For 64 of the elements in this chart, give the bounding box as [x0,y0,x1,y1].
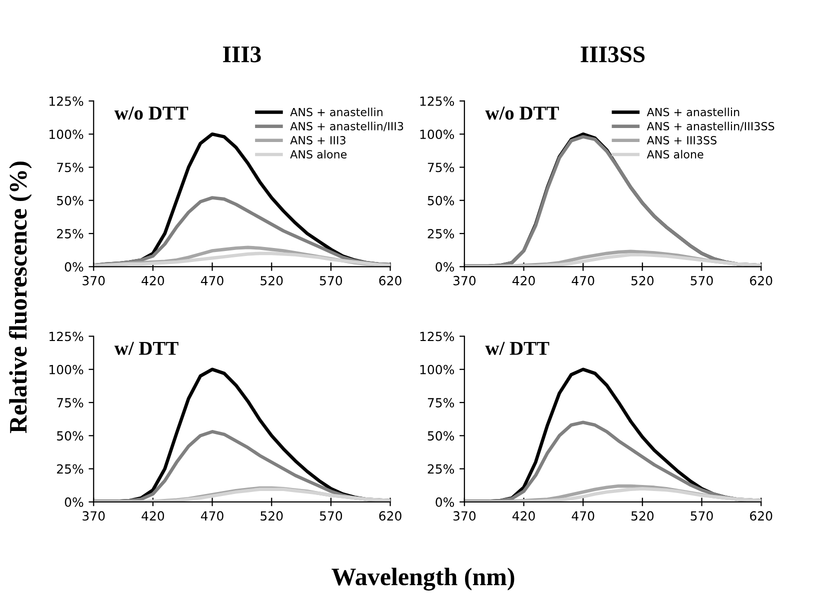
annotation: w/ DTT [114,342,178,355]
y-tick-label: 125% [50,96,84,106]
x-tick-label: 420 [142,511,164,521]
y-tick-label: 50% [57,431,84,441]
x-tick-label: 520 [631,511,654,521]
x-tick-label: 470 [200,276,224,286]
x-tick-label: 470 [572,276,594,286]
y-tick-label: 0% [64,497,84,507]
y-tick-label: 125% [420,96,454,106]
x-tick-label: 420 [512,276,535,286]
legend-label: ANS alone [290,150,347,159]
y-tick-label: 75% [428,162,454,172]
chart-title: III3SS [580,46,645,62]
x-tick-label: 370 [82,511,105,521]
x-tick-label: 520 [631,276,654,286]
x-tick-label: 370 [453,276,476,286]
y-tick-label: 50% [428,431,454,441]
y-tick-label: 125% [50,332,84,342]
x-tick-label: 570 [690,511,713,521]
annotation: w/o DTT [485,106,559,120]
legend-label: ANS + anastellin [646,108,740,116]
x-tick-label: 570 [320,511,342,521]
legend-label: ANS + anastellin [290,108,382,116]
x-tick-label: 470 [200,511,224,521]
y-tick-label: 0% [64,262,84,272]
x-axis-title: Wavelength (nm) [332,568,514,591]
x-tick-label: 470 [572,511,594,521]
x-tick-label: 570 [320,276,342,286]
y-tick-label: 25% [428,464,454,474]
chart-title: III3 [223,46,261,62]
y-tick-label: 0% [436,497,454,507]
y-tick-label: 50% [57,196,84,206]
annotation: w/o DTT [114,106,188,120]
x-tick-label: 370 [82,276,105,286]
y-tick-label: 25% [57,464,84,474]
y-tick-label: 100% [420,130,454,140]
y-axis-title: Relative fluorescence (%) [8,162,32,434]
y-tick-label: 50% [428,196,454,206]
x-tick-label: 370 [453,511,476,521]
x-tick-label: 520 [260,276,283,286]
x-tick-label: 420 [512,511,535,521]
y-tick-label: 25% [428,228,454,238]
legend-label: ANS + III3 [290,136,346,144]
y-tick-label: 75% [57,162,84,172]
x-tick-label: 570 [690,276,713,286]
legend-label: ANS + anastellin/III3 [290,122,404,132]
y-tick-label: 75% [428,398,454,408]
y-tick-label: 100% [420,364,454,374]
y-tick-label: 75% [57,398,84,408]
y-tick-label: 0% [436,262,454,272]
x-tick-label: 520 [260,511,283,521]
annotation: w/ DTT [485,342,550,355]
x-tick-label: 420 [142,276,164,286]
y-tick-label: 25% [57,228,84,238]
legend-label: ANS alone [646,150,704,159]
legend-label: ANS + III3SS [646,136,717,144]
y-tick-label: 125% [420,332,454,342]
x-tick-label: 620 [379,511,402,521]
x-tick-label: 620 [750,511,772,521]
x-tick-label: 620 [379,276,402,286]
legend-label: ANS + anastellin/III3SS [646,122,774,132]
x-tick-label: 620 [750,276,772,286]
y-tick-label: 100% [50,364,84,374]
y-tick-label: 100% [50,130,84,140]
